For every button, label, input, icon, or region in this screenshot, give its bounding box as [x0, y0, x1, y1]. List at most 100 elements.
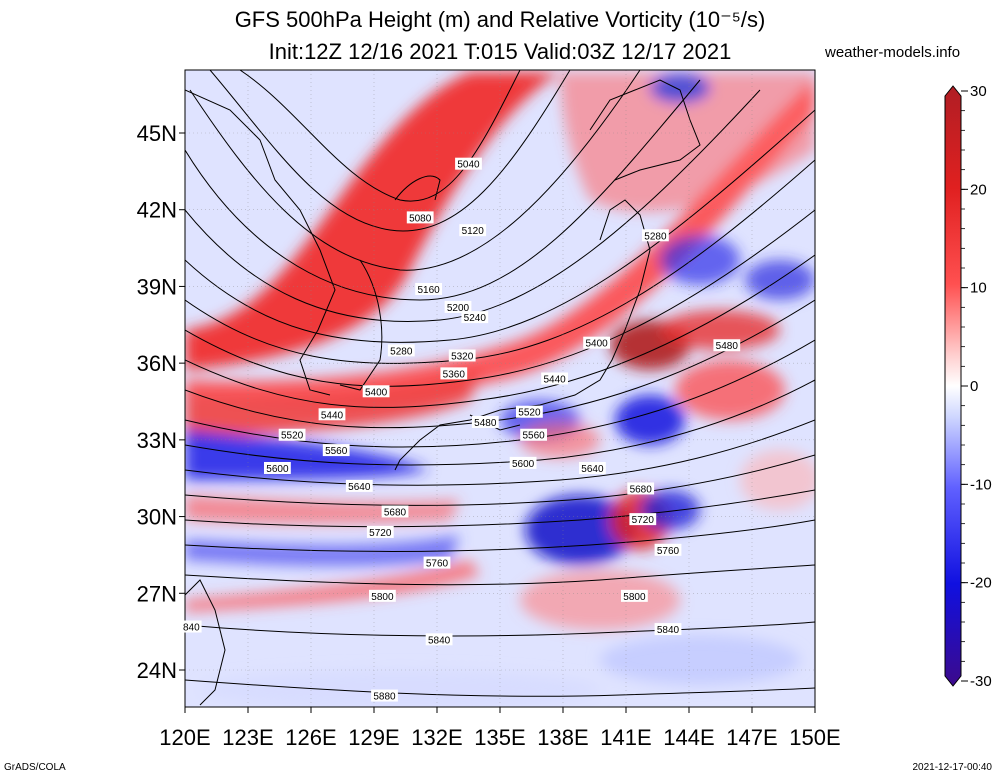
- lat-tick-label: 30N: [137, 505, 177, 530]
- lat-tick-label: 24N: [137, 658, 177, 683]
- svg-text:5280: 5280: [644, 231, 667, 242]
- map-title: GFS 500hPa Height (m) and Relative Vorti…: [234, 7, 766, 32]
- lon-tick-label: 147E: [726, 725, 777, 750]
- contour-label: 5280: [387, 344, 415, 357]
- contour-label: 5240: [461, 311, 489, 324]
- contour-label: 5680: [381, 505, 409, 518]
- svg-text:5160: 5160: [417, 285, 440, 296]
- svg-text:5040: 5040: [457, 160, 480, 171]
- svg-text:5560: 5560: [325, 446, 348, 457]
- contour-label: 5600: [509, 456, 537, 470]
- contour-label: 5800: [621, 589, 648, 603]
- lat-tick-label: 42N: [137, 198, 177, 223]
- svg-text:5840: 5840: [657, 625, 680, 636]
- svg-text:5720: 5720: [632, 515, 655, 526]
- lon-tick-label: 150E: [789, 725, 840, 750]
- contour-label: 5880: [371, 689, 398, 703]
- contour-label: 5200: [444, 300, 472, 314]
- contour-label: 840: [181, 620, 202, 634]
- contour-label: 5040: [455, 157, 482, 171]
- contour-label: 5800: [369, 589, 396, 603]
- lat-tick-label: 27N: [137, 581, 177, 606]
- contour-label: 5360: [440, 367, 468, 380]
- lon-tick-label: 120E: [159, 725, 210, 750]
- svg-text:5880: 5880: [373, 692, 396, 703]
- svg-text:5440: 5440: [543, 374, 566, 385]
- svg-text:5560: 5560: [522, 431, 545, 442]
- lon-tick-label: 126E: [285, 725, 336, 750]
- contour-label: 5560: [322, 444, 350, 457]
- contour-label: 5440: [318, 408, 346, 421]
- svg-text:5760: 5760: [426, 559, 449, 570]
- svg-text:5240: 5240: [464, 313, 487, 324]
- colorbar-label: -30: [970, 673, 992, 690]
- svg-text:5320: 5320: [451, 351, 474, 362]
- colorbar-label: 20: [970, 181, 987, 198]
- lon-tick-label: 141E: [600, 725, 651, 750]
- svg-text:5360: 5360: [443, 369, 466, 380]
- contour-label: 5320: [448, 349, 476, 362]
- contour-label: 5840: [654, 623, 682, 636]
- svg-text:5600: 5600: [266, 464, 289, 475]
- lon-tick-label: 123E: [222, 725, 273, 750]
- svg-text:5480: 5480: [716, 341, 739, 352]
- lon-tick-label: 138E: [537, 725, 588, 750]
- contour-label: 5280: [642, 229, 669, 242]
- svg-text:5800: 5800: [371, 592, 394, 603]
- contour-label: 5440: [541, 372, 568, 385]
- svg-text:5280: 5280: [390, 346, 413, 357]
- colorbar-label: -10: [970, 476, 992, 493]
- svg-text:5640: 5640: [581, 464, 604, 475]
- colorbar-label: 10: [970, 280, 987, 297]
- contour-label: 5160: [415, 282, 442, 296]
- contour-label: 5760: [654, 543, 682, 557]
- contour-label: 5680: [627, 482, 655, 495]
- lon-tick-label: 129E: [348, 725, 399, 750]
- svg-text:5520: 5520: [281, 431, 304, 442]
- contour-label: 5640: [345, 479, 373, 493]
- map-subtitle: Init:12Z 12/16 2021 T:015 Valid:03Z 12/1…: [268, 39, 732, 64]
- svg-text:5400: 5400: [585, 339, 608, 350]
- svg-text:840: 840: [183, 623, 200, 634]
- software-credit: GrADS/COLA: [4, 762, 66, 773]
- colorbar-label: 30: [970, 83, 987, 100]
- svg-text:5600: 5600: [512, 459, 535, 470]
- contour-label: 5480: [713, 339, 741, 352]
- contour-label: 5520: [516, 405, 543, 419]
- contour-label: 5720: [366, 525, 394, 539]
- lon-tick-label: 132E: [411, 725, 462, 750]
- contour-label: 5640: [579, 461, 606, 475]
- svg-text:5680: 5680: [384, 507, 407, 518]
- contour-label: 5400: [362, 385, 390, 398]
- contour-label: 5600: [264, 461, 291, 475]
- lat-tick-label: 33N: [137, 428, 177, 453]
- svg-text:5400: 5400: [365, 387, 388, 398]
- svg-text:5520: 5520: [518, 408, 541, 419]
- colorbar-label: 0: [970, 378, 978, 395]
- contour-label: 5080: [406, 211, 434, 224]
- svg-text:5840: 5840: [428, 635, 451, 646]
- svg-text:5800: 5800: [623, 592, 646, 603]
- contour-label: 5120: [459, 224, 487, 237]
- lat-tick-label: 39N: [137, 274, 177, 299]
- colorbar-label: -20: [970, 575, 992, 592]
- colorbar: 30 20 10 0 -10 -20 -30: [944, 83, 992, 690]
- contour-label: 5840: [425, 633, 453, 646]
- site-credit: weather-models.info: [825, 44, 961, 61]
- svg-text:5680: 5680: [630, 484, 653, 495]
- lon-tick-label: 144E: [663, 725, 714, 750]
- lon-tick-label: 135E: [474, 725, 525, 750]
- contour-label: 5480: [471, 415, 499, 429]
- lat-tick-label: 36N: [137, 351, 177, 376]
- svg-text:5120: 5120: [462, 226, 485, 237]
- svg-text:5480: 5480: [474, 418, 497, 429]
- contour-label: 5760: [423, 556, 451, 570]
- contour-label: 5520: [278, 428, 306, 442]
- svg-text:5720: 5720: [369, 528, 392, 539]
- contour-label: 5560: [520, 428, 547, 442]
- svg-text:5640: 5640: [348, 482, 371, 493]
- latitude-axis: 45N 42N 39N 36N 33N 30N 27N 24N: [137, 121, 185, 683]
- contour-label: 5720: [629, 513, 657, 526]
